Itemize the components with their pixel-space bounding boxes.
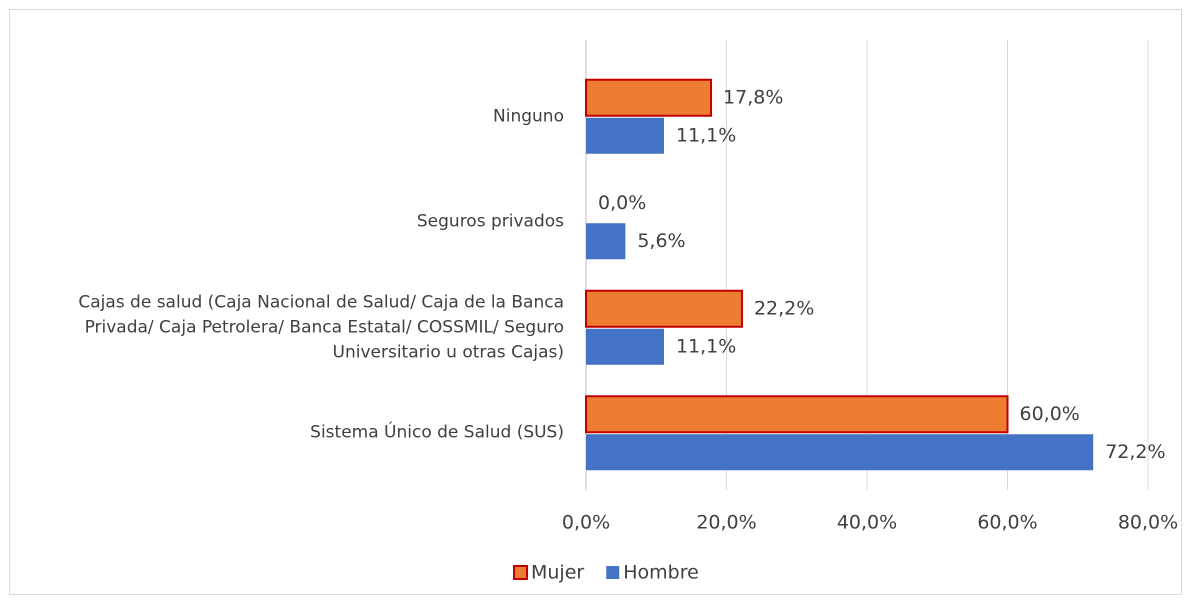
- y-tick-label: Ninguno: [493, 106, 564, 127]
- data-label: 17,8%: [723, 86, 783, 108]
- data-label: 0,0%: [598, 192, 646, 214]
- bar: [586, 434, 1094, 471]
- legend-swatch: [513, 565, 528, 580]
- data-label: 60,0%: [1020, 403, 1080, 425]
- y-tick-label: Cajas de salud (Caja Nacional de Salud/ …: [78, 292, 564, 363]
- bar: [586, 328, 664, 365]
- x-tick-label: 20,0%: [696, 512, 756, 534]
- bar: [585, 289, 743, 328]
- bar: [585, 395, 1009, 434]
- x-tick-label: 80,0%: [1118, 512, 1178, 534]
- legend-label: Hombre: [623, 562, 699, 584]
- x-tick-label: 40,0%: [837, 512, 897, 534]
- x-tick-label: 0,0%: [562, 512, 610, 534]
- bar: [586, 223, 626, 260]
- bar: [586, 117, 664, 154]
- data-label: 11,1%: [676, 335, 736, 357]
- x-tick-label: 60,0%: [977, 512, 1037, 534]
- data-label: 11,1%: [676, 124, 736, 146]
- data-label: 5,6%: [637, 230, 685, 252]
- bar: [585, 78, 713, 117]
- legend-swatch: [606, 566, 620, 579]
- y-tick-label: Seguros privados: [416, 211, 564, 232]
- legend-label: Mujer: [531, 562, 584, 584]
- data-label: 72,2%: [1105, 441, 1165, 463]
- data-label: 22,2%: [754, 297, 814, 319]
- y-tick-label: Sistema Único de Salud (SUS): [310, 422, 564, 443]
